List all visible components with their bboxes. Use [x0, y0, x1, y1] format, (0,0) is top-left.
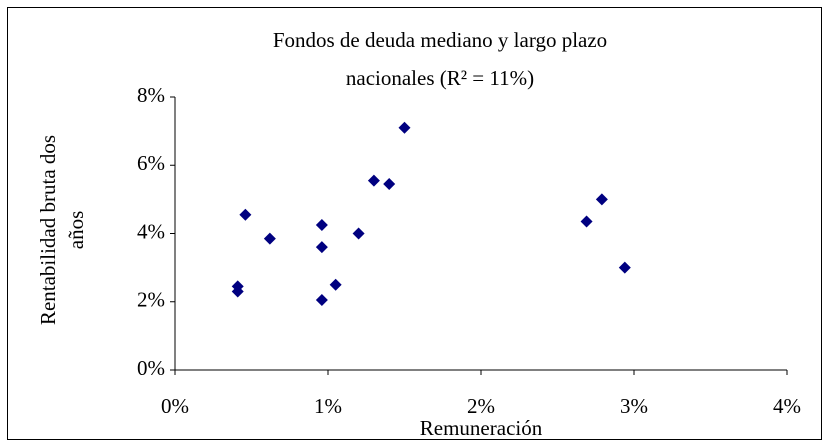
y-axis-label: años [64, 211, 88, 250]
point [618, 261, 631, 274]
x-tick-label: 2% [467, 394, 495, 418]
chart-title: Fondos de deuda mediano y largo plazo [273, 28, 607, 52]
point [239, 208, 252, 221]
point [315, 294, 328, 307]
x-tick-label: 4% [773, 394, 801, 418]
point [315, 218, 328, 231]
chart-title: nacionales (R² = 11%) [346, 66, 534, 90]
y-tick-label: 4% [137, 219, 165, 243]
point [383, 178, 396, 191]
point [329, 278, 342, 291]
point [231, 285, 244, 298]
x-tick-label: 1% [314, 394, 342, 418]
point [580, 215, 593, 228]
point [263, 232, 276, 245]
point [367, 174, 380, 187]
y-axis-label: Rentabilidad bruta dos [36, 135, 60, 325]
y-tick-label: 8% [137, 83, 165, 107]
point [398, 121, 411, 134]
x-tick-label: 0% [161, 394, 189, 418]
point [352, 227, 365, 240]
x-axis-label: Remuneración [420, 416, 543, 440]
y-tick-label: 0% [137, 356, 165, 380]
x-tick-label: 3% [620, 394, 648, 418]
y-tick-label: 6% [137, 151, 165, 175]
chart-border [7, 7, 822, 440]
point [315, 241, 328, 254]
point [595, 193, 608, 206]
y-tick-label: 2% [137, 288, 165, 312]
